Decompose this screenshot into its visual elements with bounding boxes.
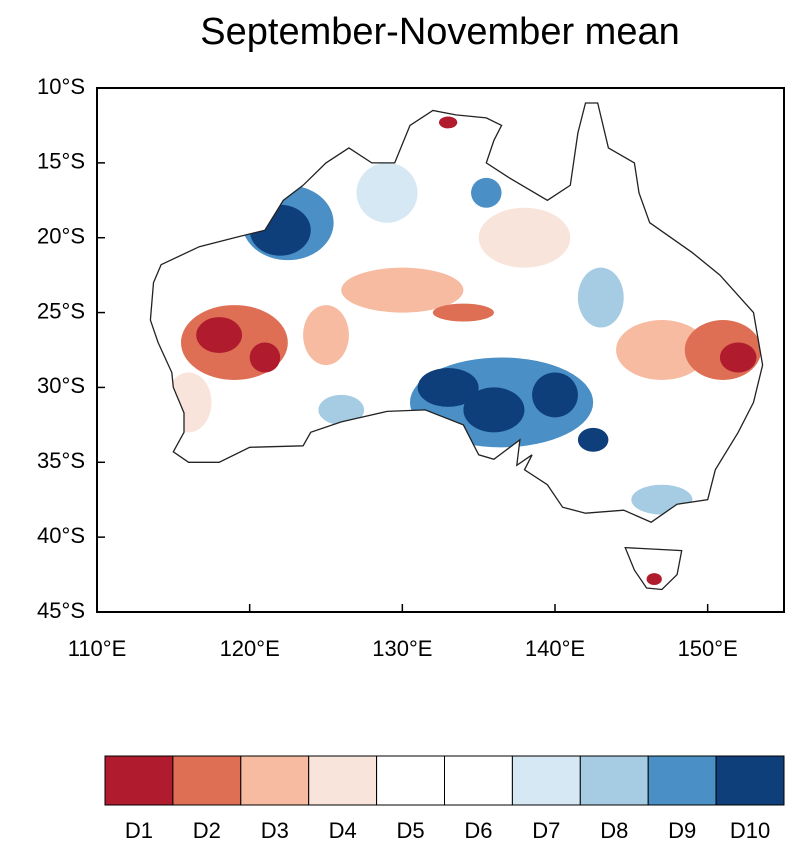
y-tick-label: 30°S	[37, 373, 85, 398]
legend-label: D10	[730, 818, 770, 843]
legend-swatch	[444, 755, 513, 806]
decile-patch	[532, 372, 578, 418]
coastline	[149, 102, 764, 591]
decile-patch	[356, 162, 418, 223]
decile-patch	[719, 342, 757, 373]
legend-label: D6	[464, 818, 492, 843]
legend-label: D2	[193, 818, 221, 843]
legend-label: D7	[532, 818, 560, 843]
x-tick-label: 130°E	[372, 636, 432, 661]
decile-patch	[577, 267, 624, 328]
decile-patch	[631, 484, 693, 515]
legend-label: D4	[329, 818, 357, 843]
y-tick-label: 35°S	[37, 448, 85, 473]
legend-swatch	[579, 755, 649, 806]
decile-patch	[478, 207, 571, 268]
legend-label: D8	[600, 818, 628, 843]
x-tick-label: 120°E	[220, 636, 280, 661]
legend-label: D3	[261, 818, 289, 843]
decile-patch	[417, 367, 479, 407]
decile-patch	[196, 317, 243, 353]
x-tick-label: 140°E	[525, 636, 585, 661]
y-tick-label: 15°S	[37, 149, 85, 174]
decile-patch	[249, 342, 281, 373]
decile-patch	[471, 177, 502, 208]
title: September-November mean	[200, 11, 679, 53]
plot-frame	[96, 87, 785, 613]
decile-patch	[318, 394, 365, 425]
legend-swatch	[647, 755, 717, 806]
decile-shading	[150, 103, 763, 590]
decile-patch	[646, 573, 662, 586]
y-tick-label: 40°S	[37, 523, 85, 548]
decile-patch	[463, 387, 525, 433]
legend-swatch	[308, 755, 378, 806]
x-tick-label: 150°E	[678, 636, 738, 661]
decile-patch	[438, 116, 458, 129]
decile-patch	[303, 305, 349, 365]
y-tick-label: 25°S	[37, 298, 85, 323]
legend-swatch	[172, 755, 242, 806]
x-tick-label: 110°E	[68, 636, 127, 661]
legend-label: D1	[125, 818, 153, 843]
legend-swatch	[104, 755, 174, 806]
decile-patch	[577, 427, 609, 452]
y-tick-label: 20°S	[37, 224, 85, 249]
legend-label: D5	[396, 818, 424, 843]
decile-patch	[432, 303, 494, 322]
y-tick-label: 45°S	[37, 598, 85, 623]
legend-swatch	[715, 755, 785, 806]
y-tick-label: 10°S	[37, 74, 85, 99]
decile-patch	[616, 320, 708, 380]
legend-label: D9	[668, 818, 696, 843]
legend-swatch	[511, 755, 581, 806]
decile-patch	[249, 204, 311, 256]
legend-swatch	[240, 755, 310, 806]
legend-swatch	[376, 755, 446, 806]
decile-patch	[341, 267, 464, 313]
